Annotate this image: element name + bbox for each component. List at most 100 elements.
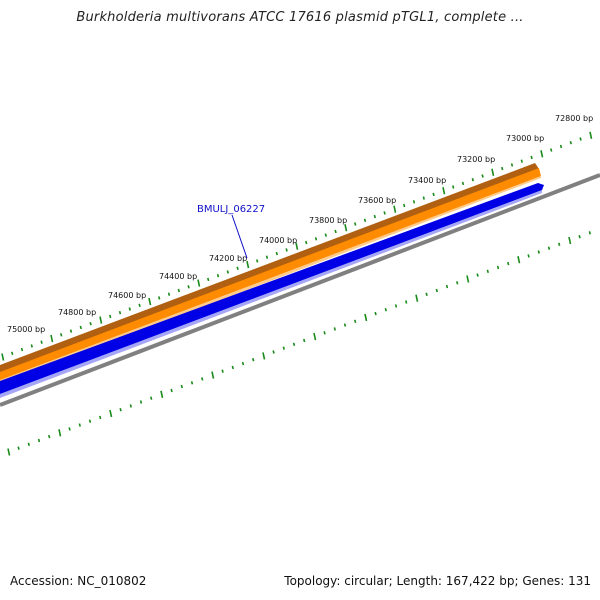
minor-tick (190, 381, 194, 385)
minor-tick (550, 148, 553, 152)
tick-label: 74800 bp (58, 308, 96, 317)
minor-tick (333, 327, 336, 331)
gene-label-bmulj-06227[interactable]: BMULJ_06227 (197, 204, 265, 215)
minor-tick (481, 174, 484, 178)
tick-label: 74200 bp (209, 254, 247, 263)
major-tick (50, 334, 54, 343)
tick-label: 74600 bp (108, 291, 146, 300)
minor-tick (422, 196, 425, 200)
minor-tick (445, 284, 449, 289)
minor-tick (272, 350, 275, 354)
major-tick (160, 390, 164, 398)
tick-label: 75000 bp (7, 325, 45, 334)
major-tick (393, 205, 397, 213)
minor-tick (17, 446, 20, 450)
minor-tick (11, 351, 14, 356)
tick-label: 73800 bp (309, 216, 347, 225)
major-tick (197, 279, 201, 287)
minor-tick (139, 400, 143, 404)
minor-tick (48, 434, 51, 439)
major-tick (517, 256, 521, 264)
minor-tick (496, 265, 500, 270)
minor-tick (88, 419, 92, 423)
minor-tick (118, 310, 122, 315)
minor-tick (403, 203, 406, 208)
major-tick (211, 371, 215, 379)
minor-tick (109, 314, 112, 319)
minor-tick (452, 185, 455, 189)
minor-tick (265, 255, 269, 259)
gene-label-leader (231, 214, 248, 259)
minor-tick (30, 344, 33, 348)
minor-tick (170, 388, 173, 393)
accession-text: Accession: NC_010802 (10, 574, 147, 588)
minor-tick (510, 163, 514, 167)
minor-tick (405, 300, 408, 304)
minor-tick (363, 218, 367, 223)
minor-tick (501, 166, 504, 171)
minor-tick (435, 288, 438, 293)
minor-tick (40, 340, 43, 344)
major-tick (364, 313, 368, 322)
minor-tick (231, 365, 234, 370)
minor-tick (241, 361, 245, 366)
minor-tick (374, 311, 377, 316)
major-tick (491, 168, 495, 176)
minor-tick (537, 250, 540, 254)
minor-tick (37, 438, 41, 443)
minor-tick (530, 155, 533, 160)
minor-tick (177, 288, 180, 293)
minor-tick (354, 319, 357, 324)
tick-label: 73200 bp (457, 155, 495, 164)
minor-tick (285, 248, 288, 252)
minor-tick (425, 292, 428, 297)
minor-tick (324, 233, 327, 237)
inner-tick-ring (7, 231, 591, 456)
major-tick (344, 224, 348, 232)
minor-tick (305, 240, 308, 245)
minor-tick (275, 251, 278, 256)
minor-tick (412, 200, 416, 204)
minor-tick (20, 347, 24, 352)
minor-tick (180, 384, 183, 389)
minor-tick (201, 377, 204, 381)
minor-tick (520, 159, 523, 163)
minor-tick (384, 307, 387, 312)
forward-feature-edge (0, 163, 539, 373)
minor-tick (282, 346, 285, 350)
minor-tick (187, 285, 190, 289)
major-tick (415, 294, 419, 302)
major-tick (442, 187, 446, 195)
tick-label: 73000 bp (506, 134, 544, 143)
minor-tick (588, 231, 591, 235)
minor-tick (68, 427, 71, 431)
minor-tick (99, 415, 102, 420)
minor-tick (547, 246, 551, 250)
major-tick (7, 448, 11, 456)
tick-label: 72800 bp (555, 114, 593, 123)
major-tick (295, 242, 299, 250)
minor-tick (527, 254, 530, 258)
minor-tick (486, 269, 489, 274)
minor-tick (79, 325, 82, 330)
major-tick (466, 275, 470, 283)
minor-tick (461, 181, 465, 186)
minor-tick (252, 357, 255, 362)
minor-tick (432, 192, 435, 197)
reverse-feature-gene[interactable] (0, 183, 544, 398)
forward-feature-fill (0, 168, 541, 380)
tick-label: 73400 bp (408, 176, 446, 185)
forward-feature-band[interactable] (0, 163, 541, 384)
minor-tick (128, 307, 131, 311)
minor-tick (119, 407, 122, 412)
minor-tick (507, 261, 510, 266)
major-tick (568, 236, 572, 245)
backbone-line (0, 173, 600, 407)
major-tick (262, 352, 266, 360)
minor-tick (354, 222, 357, 226)
major-tick (58, 429, 62, 437)
minor-tick (150, 396, 153, 400)
minor-tick (471, 177, 474, 182)
